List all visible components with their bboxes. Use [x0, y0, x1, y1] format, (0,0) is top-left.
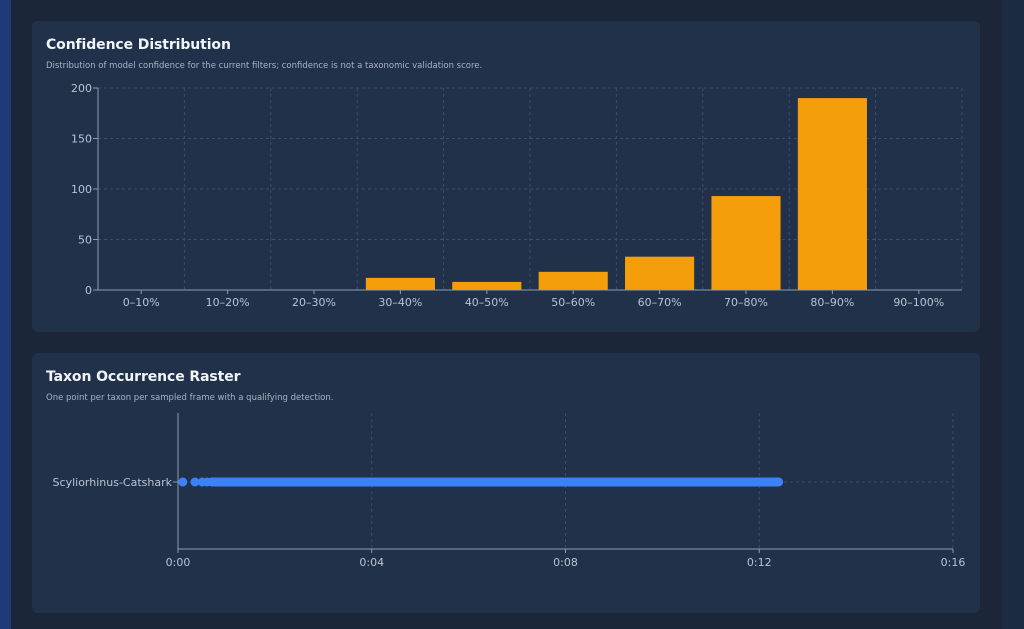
left-nav-strip [0, 0, 11, 629]
right-scroll-strip[interactable] [1001, 0, 1024, 629]
x-tick-label: 90–100% [893, 296, 944, 309]
x-tick-label: 40–50% [465, 296, 509, 309]
x-tick-label: 0:16 [941, 556, 966, 569]
x-tick-label: 0:12 [747, 556, 772, 569]
bar [711, 196, 781, 290]
bar [797, 98, 867, 290]
y-tick-label: 50 [78, 234, 92, 247]
x-tick-label: 80–90% [810, 296, 854, 309]
x-tick-label: 60–70% [638, 296, 682, 309]
x-tick-label: 0:00 [166, 556, 191, 569]
x-tick-label: 70–80% [724, 296, 768, 309]
x-tick-label: 0:04 [359, 556, 384, 569]
bar [625, 256, 695, 290]
x-tick-label: 10–20% [206, 296, 250, 309]
occurrence-point [190, 477, 200, 487]
card-title: Confidence Distribution [46, 37, 231, 53]
x-tick-label: 50–60% [551, 296, 595, 309]
x-tick-label: 30–40% [378, 296, 422, 309]
x-tick-label: 20–30% [292, 296, 336, 309]
x-tick-label: 0:08 [553, 556, 578, 569]
confidence-distribution-card: Confidence Distribution Distribution of … [32, 21, 980, 332]
y-tick-label: Scyliorhinus-Catshark [53, 476, 173, 489]
y-tick-label: 0 [85, 284, 92, 297]
y-tick-label: 150 [71, 133, 92, 146]
taxon-occurrence-raster-card: Taxon Occurrence Raster One point per ta… [32, 353, 980, 613]
bar [365, 277, 435, 290]
occurrence-raster-chart: 0:00 0:04 0:08 0:12 0:16 Scyliorhinus-Catshar… [53, 413, 966, 569]
card-subtitle: One point per taxon per sampled frame wi… [46, 393, 334, 403]
dashboard-main: Confidence Distribution Distribution of … [11, 0, 1002, 629]
y-tick-label: 200 [71, 82, 92, 95]
x-tick-label: 0–10% [123, 296, 160, 309]
bar [452, 281, 522, 290]
card-subtitle: Distribution of model confidence for the… [46, 61, 483, 71]
card-title: Taxon Occurrence Raster [46, 369, 241, 385]
bar [538, 271, 608, 290]
y-tick-label: 100 [71, 183, 92, 196]
occurrence-point [178, 477, 188, 487]
confidence-histogram: 0 50 100 150 200 0–10% 10–20% 20–30% 30–40% 40–50… [71, 82, 963, 309]
